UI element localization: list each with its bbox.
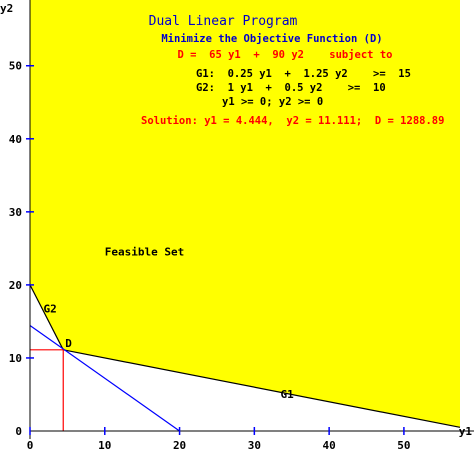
reference-line-2 [29,324,180,432]
y-tick-label: 50 [9,60,22,73]
x-tick-label: 30 [248,439,261,452]
y-tick-label: 0 [15,425,22,438]
optimal-point-label: D [65,337,72,350]
constraint-g1-text: G1: 0.25 y1 + 1.25 y2 >= 15 [196,68,411,80]
chart-labels: Feasible Set G1 G2 D [43,246,294,401]
feasible-region [30,0,460,428]
y-tick-label: 40 [9,133,22,146]
line-label-g1: G1 [281,388,295,401]
x-tick-label: 20 [173,439,186,452]
chart-title: Dual Linear Program [149,14,298,29]
y-tick-label: 20 [9,279,22,292]
constraint-lines [29,284,461,432]
constraint-line-g1 [63,349,461,428]
y-tick-label: 30 [9,206,22,219]
x-tick-label: 0 [27,439,34,452]
nonnegativity-text: y1 >= 0; y2 >= 0 [222,96,323,108]
x-tick-label: 40 [323,439,336,452]
constraint-line-g2 [29,284,64,351]
feasible-set-label: Feasible Set [105,246,184,259]
x-axis-label: y1 [459,425,473,438]
y-tick-label: 10 [9,352,22,365]
objective-function: D = 65 y1 + 90 y2 subject to [178,49,393,61]
constraint-g2-text: G2: 1 y1 + 0.5 y2 >= 10 [196,82,386,94]
chart-subtitle: Minimize the Objective Function (D) [161,33,382,45]
x-tick-label: 10 [98,439,111,452]
line-label-g2: G2 [43,303,56,316]
y-axis-label: y2 [0,2,13,15]
axes: 0 10 20 30 40 50 0 10 20 30 40 50 y1 y2 [0,0,474,452]
x-tick-label: 50 [397,439,410,452]
solution-text: Solution: y1 = 4.444, y2 = 11.111; D = 1… [141,115,444,127]
